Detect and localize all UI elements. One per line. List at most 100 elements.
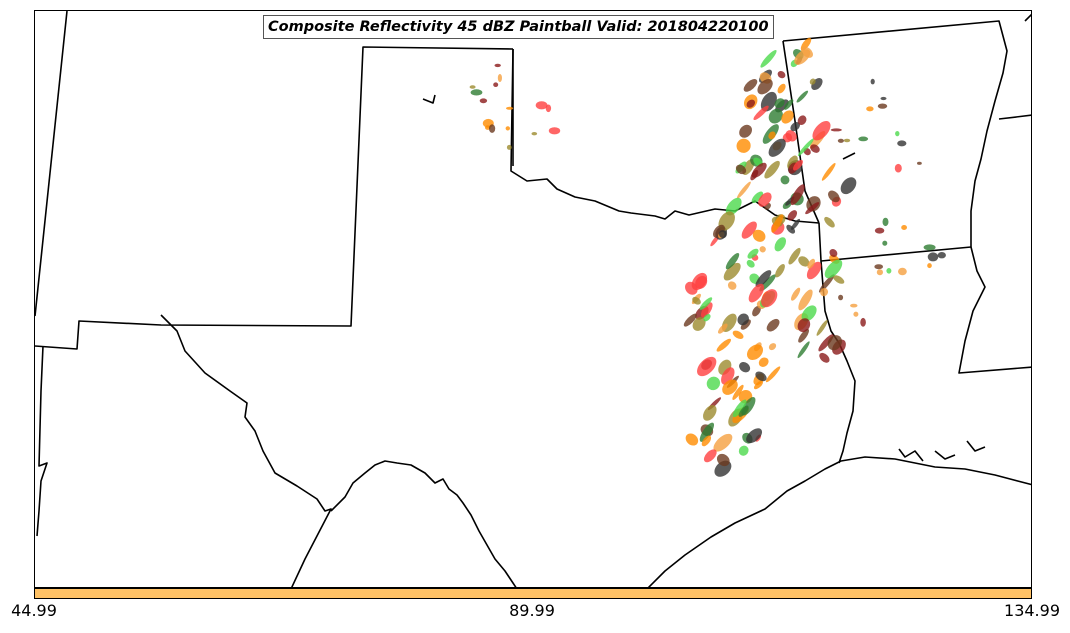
storm-cell [882,240,888,246]
storm-cell [897,140,907,147]
storm-cell [699,422,715,442]
storm-cell [818,274,835,293]
storm-cell [798,328,809,343]
storm-cell [838,294,844,301]
storm-cell [757,79,773,95]
storm-cell [782,132,793,143]
storm-cell [753,380,764,390]
storm-cell [699,297,713,310]
storm-cell [830,128,842,132]
state-border-nm-tx [160,314,332,587]
gulf-coast [647,456,1031,587]
storm-cell [755,371,767,382]
storm-cell [727,281,737,290]
colorbar [34,588,1032,599]
storm-cell [753,105,769,120]
storm-cell [917,161,922,165]
storm-cell [874,264,883,270]
storm-cell [736,181,751,199]
storm-cell [801,305,817,322]
storm-cell [877,103,888,109]
storm-cell [833,275,845,284]
storm-cell [797,115,807,125]
storm-cell [901,225,907,230]
storm-cell [876,269,884,276]
storm-cell [505,126,510,131]
storm-cell [874,227,885,234]
storm-cell [810,144,820,153]
storm-cell [706,376,721,391]
colorbar-tick-label: 134.99 [1004,601,1060,620]
storm-cell [746,428,763,444]
storm-cell [718,323,728,334]
storm-cell [790,122,800,132]
storm-cell [828,190,840,203]
storm-cell [506,144,512,150]
storm-cell [829,249,838,257]
storm-cell [722,379,738,395]
storm-cell [787,210,798,221]
storm-cell [768,138,786,157]
storm-cell [780,175,790,185]
storm-cell [718,230,727,239]
storm-cell [788,247,801,265]
storm-cell [736,138,751,153]
storm-cell [923,244,936,251]
river-detail [422,94,436,104]
storm-cell [479,98,488,104]
rio-grande-border [330,460,517,587]
storm-cell [716,338,731,352]
storm-cell [809,78,816,85]
storm-cell [535,101,548,110]
storm-cell [732,384,744,400]
storm-cell [760,49,777,68]
storm-cell [798,289,813,311]
storm-cell [506,106,514,110]
storm-cell [768,131,776,140]
storm-cell [692,296,701,305]
storm-cell [880,96,887,101]
storm-cell [725,197,742,216]
storm-cell [701,435,712,447]
storm-cell [827,335,842,351]
storm-cell [746,259,755,268]
storm-cell [713,433,733,452]
storm-cell [898,267,907,276]
storm-cell [840,177,857,195]
storm-cell [741,221,757,239]
storm-cell [740,319,751,330]
storm-cell [738,445,749,456]
storm-cell [748,283,765,303]
storm-cell [683,313,697,327]
storm-cell [798,256,810,267]
storm-cell [703,405,717,421]
storm-cell [927,252,939,262]
storm-cell [746,99,756,108]
storm-cell [739,124,752,138]
storm-cell [685,281,698,295]
map-panel [34,10,1032,588]
storm-cell [853,311,859,317]
map-title: Composite Reflectivity 45 dBZ Paintball … [263,15,774,39]
storm-cell [777,83,786,94]
colorbar-tick-label: 89.99 [509,601,555,620]
storm-cell [937,252,946,259]
storm-cell [791,287,801,301]
tn-border [998,114,1031,120]
storm-cell [850,303,858,308]
colorbar-tick-label: 44.99 [11,601,57,620]
storm-cell [894,163,902,173]
storm-cell [812,120,831,141]
storm-cell [732,399,747,418]
storm-cell [737,313,749,326]
state-border-west [35,11,68,317]
storm-cell [824,259,843,279]
storm-cell [743,79,758,92]
state-border-az-nm [35,46,514,350]
storm-cell [725,252,740,270]
storm-cell [735,164,747,175]
storm-cell [764,160,780,179]
storm-cell [807,258,816,269]
storm-cell [790,184,805,206]
storm-cell [895,131,900,137]
